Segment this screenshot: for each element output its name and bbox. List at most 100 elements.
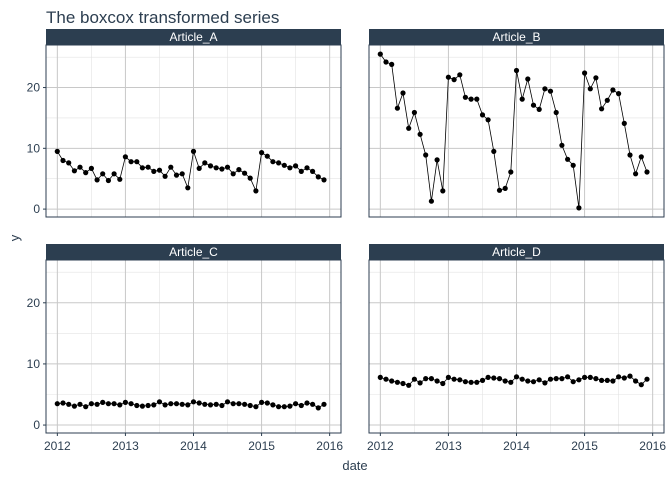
data-point: [168, 164, 174, 170]
data-point: [173, 172, 180, 178]
data-point: [565, 156, 571, 162]
data-point: [576, 377, 582, 383]
data-point: [145, 402, 151, 409]
data-point: [621, 120, 627, 126]
data-point: [117, 176, 123, 182]
data-point: [389, 378, 395, 384]
data-point: [530, 379, 537, 385]
data-point: [270, 159, 276, 165]
data-point: [293, 163, 299, 169]
data-point: [496, 187, 503, 193]
data-point: [474, 96, 480, 102]
data-point: [638, 382, 644, 388]
data-point: [185, 402, 191, 408]
data-point: [270, 402, 276, 408]
data-point: [298, 168, 304, 174]
data-point: [428, 198, 434, 204]
data-point: [242, 170, 248, 176]
data-point: [491, 148, 497, 154]
data-point: [599, 377, 605, 383]
data-point: [525, 378, 531, 384]
data-point: [321, 177, 327, 183]
data-point: [111, 171, 117, 177]
data-point: [230, 171, 236, 177]
data-point: [536, 106, 542, 112]
data-point: [599, 106, 605, 112]
data-point: [428, 376, 434, 382]
data-point: [77, 164, 83, 170]
data-point: [434, 378, 440, 384]
facet-strip: [46, 29, 341, 45]
data-point: [508, 379, 514, 385]
data-point: [406, 382, 412, 388]
data-point: [468, 379, 474, 385]
y-axis-label: y: [7, 234, 22, 241]
facet-strip: [369, 244, 664, 260]
y-tick-label: 0: [33, 202, 40, 216]
data-point: [559, 142, 565, 148]
x-tick-label: 2015: [248, 439, 275, 453]
panel-border: [368, 44, 665, 218]
data-point: [162, 402, 168, 408]
data-point: [281, 404, 287, 410]
data-point: [276, 404, 282, 410]
data-point: [77, 401, 83, 407]
data-point: [156, 167, 163, 173]
data-point: [434, 157, 440, 163]
data-point: [616, 374, 622, 380]
x-tick-label: 2013: [112, 439, 139, 453]
data-point: [440, 188, 446, 194]
major-gridlines: [46, 260, 341, 433]
facet-strip-label: Article_B: [492, 30, 540, 44]
data-point: [287, 165, 293, 171]
data-point: [383, 376, 389, 382]
data-point: [638, 154, 644, 160]
facet-panel: Article_D: [368, 244, 665, 434]
data-point: [559, 376, 565, 382]
data-point: [502, 185, 508, 191]
data-point: [105, 401, 111, 407]
data-point: [468, 96, 474, 102]
y-tick-label: 20: [27, 81, 41, 95]
data-point: [417, 380, 423, 386]
data-point: [213, 401, 219, 407]
data-point: [576, 205, 582, 211]
data-point: [547, 88, 554, 94]
data-point: [281, 162, 287, 168]
data-point: [519, 96, 525, 102]
data-point: [610, 87, 616, 93]
data-point: [462, 379, 468, 385]
data-point: [94, 401, 100, 407]
x-tick-label: 2014: [180, 439, 207, 453]
major-gridlines: [46, 45, 341, 217]
data-point: [88, 401, 94, 407]
data-point: [644, 169, 650, 175]
x-tick-label: 2012: [44, 439, 71, 453]
data-point: [253, 404, 259, 410]
data-point: [604, 97, 610, 103]
data-point: [259, 399, 265, 405]
data-point: [247, 402, 253, 409]
data-point: [304, 400, 310, 406]
data-point: [474, 379, 480, 385]
y-tick-label: 10: [27, 141, 41, 155]
data-point: [519, 376, 525, 382]
data-point: [230, 401, 236, 407]
data-point: [315, 174, 321, 180]
data-point: [219, 166, 225, 172]
data-point: [553, 376, 559, 382]
data-point: [100, 171, 106, 177]
data-point: [542, 86, 548, 92]
data-point: [111, 401, 117, 407]
data-point: [457, 377, 463, 383]
data-point: [491, 375, 497, 381]
data-point: [440, 380, 446, 387]
facet-strip-label: Article_A: [169, 30, 217, 44]
data-point: [202, 401, 208, 407]
x-tick-label: 2013: [435, 439, 462, 453]
data-point: [604, 377, 610, 383]
data-point: [236, 401, 242, 407]
data-point: [219, 402, 225, 409]
data-point: [587, 374, 593, 380]
